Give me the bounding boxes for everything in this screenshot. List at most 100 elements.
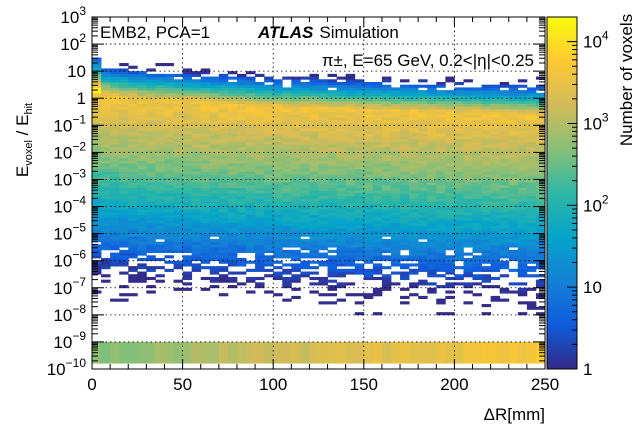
heatmap-cell	[463, 146, 473, 151]
heatmap-cell	[490, 157, 501, 161]
heatmap-cell	[499, 98, 510, 102]
heatmap-cell	[318, 190, 328, 194]
heatmap-cell	[227, 81, 238, 86]
heatmap-cell	[246, 187, 256, 191]
heatmap-cell	[381, 136, 392, 140]
heatmap-cell	[155, 190, 165, 194]
heatmap-cell	[227, 182, 238, 186]
heatmap-cell	[400, 146, 410, 151]
heatmap-cell	[454, 276, 464, 281]
heatmap-cell	[110, 184, 120, 188]
heatmap-cell	[282, 195, 292, 199]
heatmap-cell	[490, 193, 501, 197]
heatmap-cell	[390, 87, 401, 91]
heatmap-cell	[101, 171, 111, 175]
heatmap-cell	[490, 168, 501, 172]
heatmap-cell	[499, 266, 510, 270]
heatmap-cell	[345, 282, 356, 286]
heatmap-cell	[137, 76, 147, 80]
heatmap-cell	[209, 255, 220, 259]
heatmap-cell	[354, 171, 365, 175]
heatmap-cell	[146, 136, 156, 140]
heatmap-cell	[92, 109, 102, 113]
heatmap-cell	[191, 79, 202, 83]
heatmap-cell	[291, 187, 301, 191]
heatmap-cell	[445, 149, 455, 153]
heatmap-cell	[445, 168, 455, 172]
heatmap-cell	[273, 157, 283, 161]
heatmap-cell	[110, 263, 120, 267]
heatmap-cell	[182, 125, 193, 129]
heatmap-cell	[535, 160, 545, 164]
heatmap-cell	[282, 179, 292, 183]
heatmap-cell	[372, 257, 383, 262]
heatmap-cell	[345, 176, 356, 180]
heatmap-cell	[517, 141, 528, 145]
heatmap-cell	[164, 225, 174, 229]
heatmap-cell	[418, 295, 428, 299]
colorbar-title: Number of voxels	[617, 14, 636, 146]
heatmap-cell	[182, 187, 193, 191]
heatmap-cell	[481, 268, 492, 272]
heatmap-cell	[291, 100, 301, 105]
heatmap-cell	[209, 193, 220, 197]
heatmap-cell	[155, 103, 165, 107]
heatmap-cell	[490, 95, 501, 99]
heatmap-cell	[372, 117, 383, 121]
heatmap-cell	[246, 260, 256, 264]
heatmap-cell	[372, 195, 383, 199]
heatmap-cell	[246, 220, 256, 224]
heatmap-cell	[282, 152, 292, 156]
heatmap-cell	[354, 182, 365, 186]
heatmap-cell	[218, 268, 229, 272]
heatmap-cell	[255, 222, 265, 226]
heatmap-cell	[345, 152, 356, 156]
heatmap-cell	[327, 114, 338, 118]
heatmap-cell	[481, 157, 492, 161]
heatmap-cell	[354, 87, 365, 91]
heatmap-cell	[427, 174, 437, 178]
heatmap-cell	[218, 179, 229, 183]
heatmap-cell	[445, 239, 455, 243]
heatmap-cell	[445, 141, 455, 145]
heatmap-cell	[101, 68, 111, 72]
heatmap-cell	[246, 133, 256, 137]
heatmap-cell	[508, 92, 519, 96]
heatmap-cell	[354, 220, 365, 224]
heatmap-cell	[445, 79, 455, 83]
heatmap-cell	[282, 165, 292, 170]
heatmap-cell	[255, 282, 265, 286]
heatmap-cell	[146, 160, 156, 164]
heatmap-cell	[454, 157, 464, 161]
heatmap-cell	[200, 68, 211, 72]
heatmap-cell	[200, 190, 211, 194]
heatmap-cell	[472, 122, 482, 126]
heatmap-cell	[309, 125, 319, 129]
heatmap-cell	[155, 257, 165, 262]
heatmap-cell	[128, 236, 138, 240]
heatmap-cell	[92, 84, 102, 88]
heatmap-cell	[309, 73, 319, 77]
heatmap-cell	[128, 209, 138, 213]
heatmap-cell	[345, 228, 356, 232]
heatmap-cell	[327, 155, 338, 159]
heatmap-cell	[517, 100, 528, 105]
heatmap-cell	[110, 109, 120, 113]
heatmap-cell	[300, 103, 310, 107]
heatmap-cell	[182, 163, 193, 167]
heatmap-cell	[255, 117, 265, 121]
heatmap-cell	[499, 182, 510, 186]
heatmap-cell	[535, 95, 545, 99]
heatmap-cell	[490, 117, 501, 121]
heatmap-cell	[327, 109, 338, 113]
heatmap-cell	[463, 133, 473, 137]
heatmap-cell	[445, 109, 455, 113]
heatmap-cell	[345, 100, 356, 105]
heatmap-cell	[526, 136, 537, 140]
heatmap-cell	[427, 236, 437, 240]
heatmap-cell	[101, 119, 111, 123]
heatmap-cell	[128, 274, 138, 278]
heatmap-cell	[517, 249, 528, 253]
heatmap-cell	[236, 201, 247, 205]
x-tick-label: 150	[350, 375, 378, 394]
